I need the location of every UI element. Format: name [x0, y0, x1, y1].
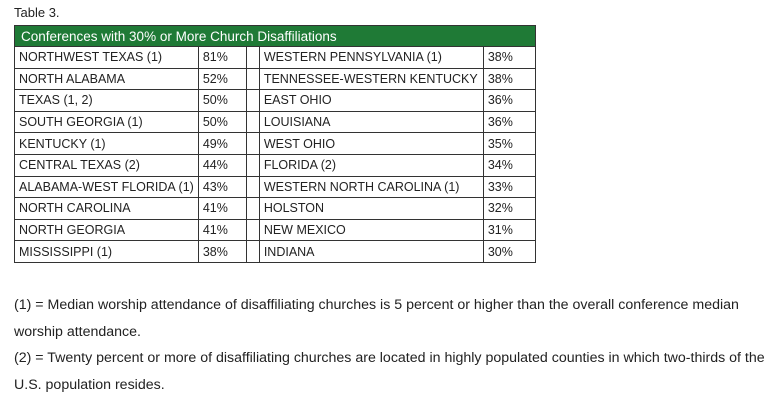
conference-name: NORTH GEORGIA [14, 218, 199, 242]
notes: (1) = Median worship attendance of disaf… [14, 292, 766, 398]
percentage: 49% [197, 132, 247, 155]
percentage: 81% [197, 46, 247, 69]
table-row: MISSISSIPPI (1) 38% INDIANA 30% [14, 240, 536, 263]
conference-name: NORTH CAROLINA [14, 197, 199, 220]
conference-name: CENTRAL TEXAS (2) [14, 153, 199, 177]
spacer [245, 218, 260, 242]
conference-name: FLORIDA (2) [258, 153, 484, 177]
percentage: 50% [197, 110, 247, 134]
table: Conferences with 30% or More Church Disa… [14, 25, 536, 263]
percentage: 36% [482, 110, 536, 134]
percentage: 43% [197, 175, 247, 199]
spacer [245, 153, 260, 177]
spacer [245, 89, 260, 112]
conference-name: INDIANA [258, 240, 484, 263]
percentage: 33% [482, 175, 536, 199]
table-body: Conferences with 30% or More Church Disa… [14, 25, 536, 263]
conference-name: TENNESSEE-WESTERN KENTUCKY [258, 67, 484, 91]
table-row: NORTH CAROLINA 41% HOLSTON 32% [14, 197, 536, 220]
table-row: SOUTH GEORGIA (1) 50% LOUISIANA 36% [14, 110, 536, 134]
percentage: 41% [197, 218, 247, 242]
percentage: 44% [197, 153, 247, 177]
spacer [245, 46, 260, 69]
conference-name: ALABAMA-WEST FLORIDA (1) [14, 175, 199, 199]
caption: Table 3. [14, 5, 60, 20]
spacer [245, 175, 260, 199]
table-row: NORTH ALABAMA 52% TENNESSEE-WESTERN KENTUC… [14, 67, 536, 91]
percentage: 36% [482, 89, 536, 112]
percentage: 38% [482, 46, 536, 69]
percentage: 35% [482, 132, 536, 155]
table-row: KENTUCKY (1) 49% WEST OHIO 35% [14, 132, 536, 155]
percentage: 38% [482, 67, 536, 91]
conference-name: NORTHWEST TEXAS (1) [14, 46, 199, 69]
spacer [245, 67, 260, 91]
spacer [245, 197, 260, 220]
conference-name: EAST OHIO [258, 89, 484, 112]
spacer [245, 132, 260, 155]
percentage: 50% [197, 89, 247, 112]
table-row: NORTH GEORGIA 41% NEW MEXICO 31% [14, 218, 536, 242]
spacer [245, 240, 260, 263]
percentage: 38% [197, 240, 247, 263]
table-row: CENTRAL TEXAS (2) 44% FLORIDA (2) 34% [14, 153, 536, 177]
conference-name: WESTERN NORTH CAROLINA (1) [258, 175, 484, 199]
percentage: 30% [482, 240, 536, 263]
conference-name: KENTUCKY (1) [14, 132, 199, 155]
percentage: 32% [482, 197, 536, 220]
conference-name: WESTERN PENNSYLVANIA (1) [258, 46, 484, 69]
footnote: (2) = Twenty percent or more of disaffil… [14, 350, 765, 393]
table-row: ALABAMA-WEST FLORIDA (1) 43% WESTERN NORTH… [14, 175, 536, 199]
percentage: 31% [482, 218, 536, 242]
conference-name: NORTH ALABAMA [14, 67, 199, 91]
conference-name: NEW MEXICO [258, 218, 484, 242]
percentage: 34% [482, 153, 536, 177]
header-row: Conferences with 30% or More Church Disa… [14, 25, 536, 47]
spacer [245, 110, 260, 134]
percentage: 52% [197, 67, 247, 91]
table-title: Conferences with 30% or More Church Disa… [14, 25, 536, 47]
table-row: TEXAS (1, 2) 50% EAST OHIO 36% [14, 89, 536, 112]
percentage: 41% [197, 197, 247, 220]
table-row: NORTHWEST TEXAS (1) 81% WESTERN PENNSYLVAN… [14, 46, 536, 69]
footnote: (1) = Median worship attendance of disaf… [14, 297, 739, 340]
conference-name: SOUTH GEORGIA (1) [14, 110, 199, 134]
conference-name: TEXAS (1, 2) [14, 89, 199, 112]
conference-name: LOUISIANA [258, 110, 484, 134]
conference-name: WEST OHIO [258, 132, 484, 155]
conference-name: MISSISSIPPI (1) [14, 240, 199, 263]
conference-name: HOLSTON [258, 197, 484, 220]
